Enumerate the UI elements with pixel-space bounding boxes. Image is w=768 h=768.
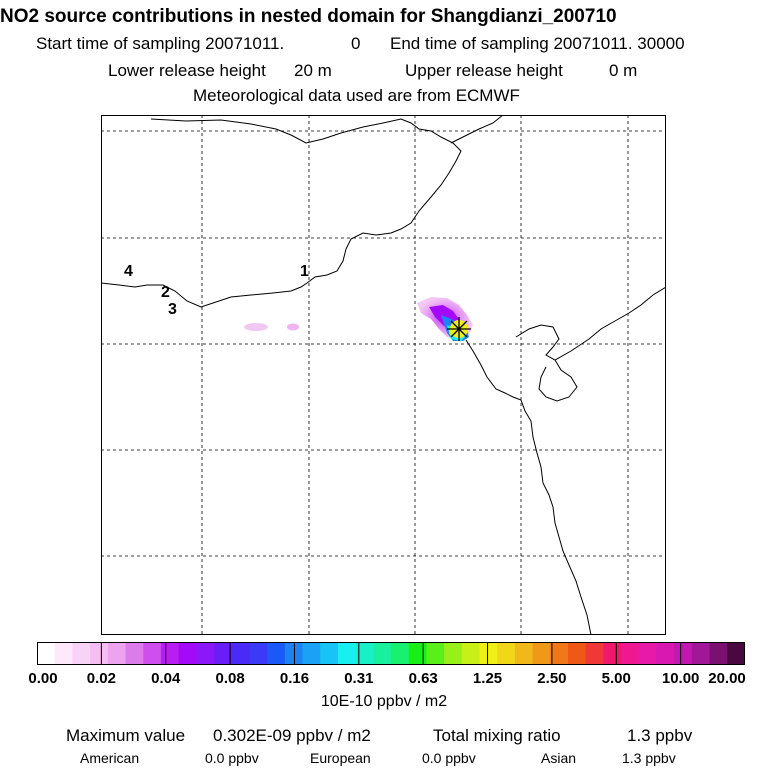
receptor-marker (447, 317, 471, 341)
colorbar-swatch (178, 642, 197, 665)
colorbar-tick-label: 0.00 (28, 670, 58, 687)
colorbar-swatch (674, 642, 693, 665)
american-value: 0.0 ppbv (205, 750, 259, 766)
colorbar-swatch (727, 642, 745, 665)
colorbar-swatch (320, 642, 339, 665)
plume-small-east (287, 323, 299, 331)
colorbar-tick-label: 0.31 (344, 670, 374, 687)
met-data-label: Meteorological data used are from ECMWF (193, 86, 520, 105)
upper-release-label: Upper release height (405, 61, 563, 80)
lower-release-value: 20 m (294, 61, 332, 80)
border-line-north (101, 118, 462, 308)
colorbar-swatch (249, 642, 268, 665)
region-label-2: 2 (161, 284, 170, 301)
map-panel: 4 2 3 1 (101, 115, 666, 635)
colorbar-swatch (214, 642, 233, 665)
start-time-value: 0 (351, 34, 361, 53)
colorbar-swatch (37, 642, 56, 665)
receptor-star-d2 (450, 320, 468, 338)
coastlines-borders (101, 115, 666, 635)
colorbar-swatch (90, 642, 109, 665)
colorbar-swatch (709, 642, 728, 665)
colorbar-swatch (603, 642, 622, 665)
max-value: 0.302E-09 ppbv / m2 (213, 726, 371, 745)
colorbar-tick-label: 0.63 (408, 670, 438, 687)
colorbar-swatch (408, 642, 427, 665)
colorbar-frame (37, 642, 745, 665)
colorbar-swatch (514, 642, 534, 665)
colorbar-tick-label: 0.04 (151, 670, 181, 687)
colorbar-units: 10E-10 ppbv / m2 (320, 693, 448, 710)
colorbar-swatch (550, 642, 569, 665)
colorbar-swatch (143, 642, 162, 665)
region-label-1: 1 (300, 263, 309, 280)
colorbar-tick-label: 10.00 (661, 670, 700, 687)
colorbar-tick-label: 0.16 (279, 670, 310, 687)
european-value: 0.0 ppbv (422, 750, 476, 766)
max-value-label: Maximum value (66, 726, 186, 745)
colorbar-swatch (284, 642, 303, 665)
asian-label: Asian (541, 750, 577, 766)
upper-release-value: 0 m (609, 61, 638, 80)
colorbar-swatch (585, 642, 604, 665)
total-mixing-value: 1.3 ppbv (627, 726, 693, 745)
colorbar-swatch (160, 642, 180, 665)
map-frame (101, 115, 666, 635)
colorbar-swatch (426, 642, 445, 665)
coast-line-inlet (538, 359, 578, 402)
colorbar-tick-label: 5.00 (601, 670, 631, 687)
colorbar-swatch (497, 642, 516, 665)
colorbar-swatch (196, 642, 215, 665)
start-time-label: Start time of sampling 20071011. (36, 34, 285, 53)
asian-value: 1.3 ppbv (622, 750, 676, 766)
colorbar-swatch (337, 642, 357, 665)
colorbar-swatch (373, 642, 392, 665)
region-labels: 4 2 3 1 (124, 263, 309, 318)
colorbar-swatch (391, 642, 410, 665)
total-mixing-label: Total mixing ratio (433, 726, 561, 745)
lower-release-label: Lower release height (108, 61, 266, 80)
colorbar-swatch (532, 642, 551, 665)
colorbar-swatch (267, 642, 286, 665)
plume-small-west (244, 323, 268, 331)
colorbar-swatch (461, 642, 480, 665)
colorbar-swatch (54, 642, 73, 665)
colorbar-swatch (691, 642, 711, 665)
colorbar-swatch (125, 642, 144, 665)
colorbar-tick-label: 1.25 (472, 670, 503, 687)
colorbar-swatch (621, 642, 640, 665)
colorbar-swatch (107, 642, 126, 665)
coast-line-east (450, 115, 504, 144)
colorbar-tick-label: 2.50 (537, 670, 567, 687)
colorbar-tick-label: 0.08 (215, 670, 245, 687)
chart-title: NO2 source contributions in nested domai… (0, 6, 617, 27)
american-label: American (80, 750, 140, 766)
colorbar-swatch (444, 642, 463, 665)
colorbar-swatch (479, 642, 498, 665)
end-time-label: End time of sampling 20071011. 30000 (390, 34, 685, 53)
colorbar-swatch (302, 642, 321, 665)
coast-line-peninsula (515, 286, 666, 361)
colorbar-tick-label: 0.02 (86, 670, 116, 687)
colorbar-swatch (568, 642, 587, 665)
graticule (101, 115, 666, 635)
colorbar-swatch (72, 642, 91, 665)
colorbar-tick-label: 20.00 (708, 670, 746, 687)
colorbar (37, 642, 745, 665)
colorbar-swatch (231, 642, 250, 665)
region-label-4: 4 (124, 263, 133, 280)
coast-line-bay (465, 339, 592, 635)
region-label-3: 3 (168, 301, 177, 318)
colorbar-swatch (638, 642, 657, 665)
colorbar-swatch (656, 642, 675, 665)
colorbar-swatch (355, 642, 374, 665)
european-label: European (310, 750, 371, 766)
